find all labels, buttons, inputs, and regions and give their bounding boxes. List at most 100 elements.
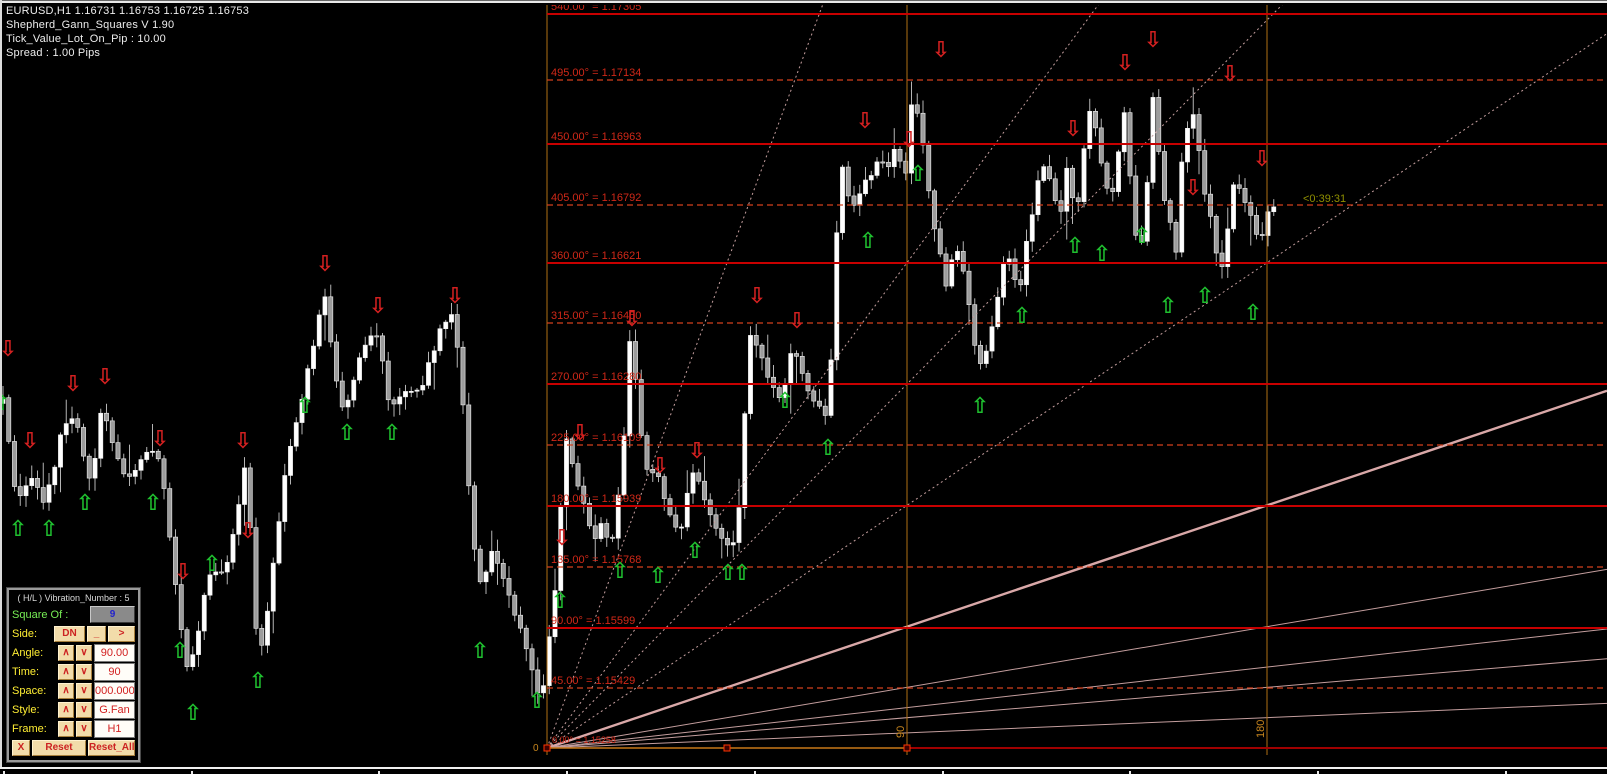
close-panel-button[interactable]: X [12,739,30,756]
candle-body [282,475,288,522]
candle-body [1202,150,1208,195]
reset-all-button[interactable]: Reset_All [88,739,135,756]
signal-arrow-down-icon: ⇩ [623,307,641,332]
candle-body [868,175,874,181]
gann-level-label: 90.00° = 1.15599 [551,615,635,627]
candle-body [345,399,351,408]
bottom-scrollbar-strip[interactable] [0,767,1607,774]
candle-body [845,166,851,197]
candle-body [483,571,489,583]
panel-buttons-row: X Reset Reset_All [9,738,138,757]
gann-fan-ray[interactable] [546,702,1607,749]
signal-arrow-up-icon: ⇧ [1196,284,1214,309]
candle-body [771,376,776,388]
candle-body [121,458,127,475]
space-up-button[interactable]: ∧ [58,682,74,699]
candle-body [420,385,426,391]
signal-arrow-up-icon: ⇧ [859,229,877,254]
candle-body [155,450,161,460]
scrollbar-tick [3,771,5,774]
frame-down-button[interactable]: ∨ [76,720,92,737]
candle-body [575,463,581,487]
frame-value[interactable]: H1 [94,719,135,738]
signal-arrow-down-icon: ⇩ [1144,28,1162,53]
signal-arrow-up-icon: ⇧ [0,391,10,416]
candle-body [86,455,92,479]
gann-fan-ray[interactable] [546,658,1607,749]
style-up-button[interactable]: ∧ [58,701,74,718]
space-value[interactable]: 000.00000 [94,681,135,700]
space-down-button[interactable]: ∨ [76,682,92,699]
signal-arrow-down-icon: ⇩ [174,560,192,585]
signal-arrow-up-icon: ⇧ [551,589,569,614]
angle-down-button[interactable]: ∨ [76,644,92,661]
frame-up-button[interactable]: ∧ [58,720,74,737]
candle-body [972,304,978,346]
gann-anchor-handle[interactable] [723,744,731,752]
style-down-button[interactable]: ∨ [76,701,92,718]
time-down-button[interactable]: ∨ [76,663,92,680]
candle-body [104,412,109,422]
candle-body [512,594,518,616]
candle-body [776,387,782,398]
candle-body [707,499,713,516]
candle-body [638,379,644,436]
candle-body [753,335,759,346]
gann-vertical-label: 180 [1255,720,1267,738]
signal-arrow-down-icon: ⇩ [788,309,806,334]
side-underscore-button[interactable]: _ [87,625,106,642]
window-top-border [0,0,1607,5]
candle-body [1179,161,1185,253]
candle-body [1259,234,1265,236]
candle-body [627,341,633,437]
time-up-button[interactable]: ∧ [58,663,74,680]
candle-body [834,232,840,361]
candle-body [242,467,247,505]
candle-body [840,166,845,234]
spread-line: Spread : 1.00 Pips [6,47,101,59]
gann-anchor-handle[interactable] [903,744,911,752]
candle-body [357,357,362,381]
time-value[interactable]: 90 [94,662,135,681]
style-row: Style: ∧ ∨ G.Fan [9,700,138,719]
signal-arrow-down-icon: ⇩ [1221,62,1239,87]
candle-body [725,537,730,546]
candle-body [713,514,719,529]
candle-body [955,251,960,261]
candle-body [449,314,454,323]
candle-body [1144,182,1150,242]
side-dn-button[interactable]: DN [54,625,85,642]
side-right-button[interactable]: > [108,625,135,642]
gann-fan-ray[interactable] [546,33,1607,749]
candle-body [1104,162,1110,189]
angle-row: Angle: ∧ ∨ 90.00 [9,643,138,662]
candle-body [621,435,627,496]
style-value[interactable]: G.Fan [94,700,135,719]
candle-body [1018,279,1024,286]
angle-up-button[interactable]: ∧ [58,644,74,661]
gann-fan-ray[interactable] [546,0,1103,749]
candle-body [230,534,236,563]
angle-value[interactable]: 90.00 [94,643,135,662]
signal-arrow-down-icon: ⇩ [64,372,82,397]
signal-arrow-up-icon: ⇧ [1013,304,1031,329]
candle-body [196,630,201,655]
candle-body [604,523,610,538]
candle-body [805,373,811,392]
candle-body [144,451,150,460]
gann-anchor-handle[interactable] [543,744,551,752]
gann-fan-ray[interactable] [546,0,1288,749]
reset-button[interactable]: Reset [32,739,86,756]
candle-body [1156,97,1162,152]
frame-row: Frame: ∧ ∨ H1 [9,719,138,738]
gann-fan-ray[interactable] [546,568,1607,749]
candle-body [466,404,472,487]
gann-fan-ray[interactable] [546,389,1607,750]
square-of-value[interactable]: 9 [90,606,135,623]
signal-arrow-up-icon: ⇧ [296,394,314,419]
signal-arrow-down-icon: ⇩ [369,294,387,319]
candle-body [403,391,408,398]
candle-body [236,504,242,535]
candle-body [98,412,104,459]
